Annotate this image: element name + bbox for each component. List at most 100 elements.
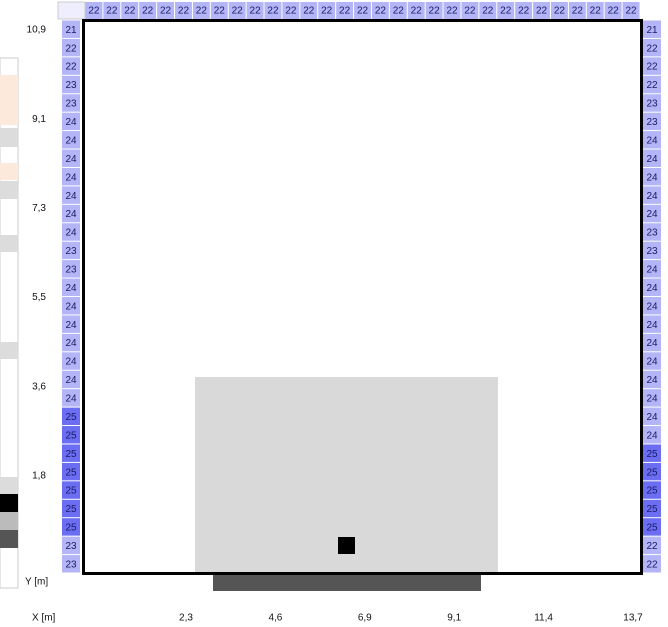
cell-value: 24 [646,357,658,368]
marker [338,537,355,554]
cell-value: 22 [411,6,423,17]
cell-value: 25 [65,430,77,441]
cell [643,94,661,112]
cell [62,94,80,112]
corner [57,1,86,20]
cell [643,536,661,555]
y-tick-label: 7,3 [32,203,46,214]
cell-value: 24 [65,320,77,331]
cell-value: 24 [646,154,658,165]
cell-value: 23 [65,541,77,552]
cell [62,223,80,241]
cell-value: 24 [646,394,658,405]
cell-value: 22 [303,6,315,17]
cell [62,278,80,296]
cell-value: 23 [646,228,658,239]
cell-value: 24 [646,430,658,441]
cell-value: 22 [608,6,620,17]
cell-value: 25 [65,486,77,497]
cell-value: 25 [65,523,77,534]
cell [62,444,80,462]
cell-value: 22 [214,6,226,17]
cell [62,112,80,131]
y-tick-label: 1,8 [32,471,46,482]
cell-value: 22 [124,6,136,17]
x-tick-label: 4,6 [268,613,282,624]
cell-value: 24 [65,301,77,312]
cell [643,426,661,444]
cell [246,2,264,19]
cell-value: 24 [65,283,77,294]
cell [425,2,443,19]
cell [643,131,661,149]
cell [139,2,157,19]
cell-value: 22 [250,6,262,17]
y-tick-label: 9,1 [32,114,46,125]
cell [228,2,246,19]
cell [389,2,407,19]
cell [62,241,80,260]
x-tick-label: 6,9 [358,613,372,624]
cell-value: 22 [142,6,154,17]
y-tick-label: 5,5 [32,292,46,303]
cell-value: 24 [65,375,77,386]
cell-value: 24 [646,301,658,312]
cell-value: 23 [646,99,658,110]
cell-value: 22 [554,6,566,17]
cell [62,315,80,333]
cell [643,186,661,204]
cell [643,112,661,131]
cell-value: 22 [65,43,77,54]
cell [643,333,661,352]
cell [643,555,661,573]
cell [62,536,80,555]
cell [604,2,622,19]
cell-value: 24 [646,412,658,423]
cell-value: 22 [536,6,548,17]
cell [62,352,80,370]
cell [192,2,210,19]
cell-value: 24 [65,172,77,183]
cell [175,2,192,19]
cell-value: 24 [646,209,658,220]
cell [62,20,80,38]
x-tick-label: 2,3 [179,613,193,624]
cell-value: 22 [357,6,369,17]
cell-value: 22 [446,6,458,17]
cell [643,167,661,186]
cell-value: 24 [65,154,77,165]
cell [62,204,80,223]
cell-value: 24 [65,117,77,128]
cell [622,2,640,19]
cell-value: 24 [646,338,658,349]
cell-value: 24 [65,191,77,202]
y-tick-label: 10,9 [27,25,47,36]
cell [371,2,389,19]
cell [157,2,175,19]
cell [62,38,80,57]
cell [643,370,661,389]
cell-value: 24 [65,209,77,220]
y-tick-label: 3,6 [32,381,46,392]
cell-value: 25 [646,504,658,515]
cell [533,2,550,19]
cell-value: 24 [646,191,658,202]
cell-value: 24 [65,135,77,146]
x-tick-label: 13,7 [623,613,643,624]
cell [62,75,80,94]
cell-value: 22 [518,6,530,17]
cell [62,333,80,352]
cell-value: 24 [65,357,77,368]
cell-value: 25 [646,467,658,478]
cell [643,481,661,499]
cell-value: 25 [65,504,77,515]
cell [643,462,661,481]
cell-value: 22 [646,62,658,73]
cell [461,2,479,19]
cell [643,352,661,370]
cell [443,2,461,19]
cell-value: 23 [65,99,77,110]
cell-value: 22 [646,43,658,54]
cell [300,2,318,19]
cell-value: 23 [646,246,658,257]
